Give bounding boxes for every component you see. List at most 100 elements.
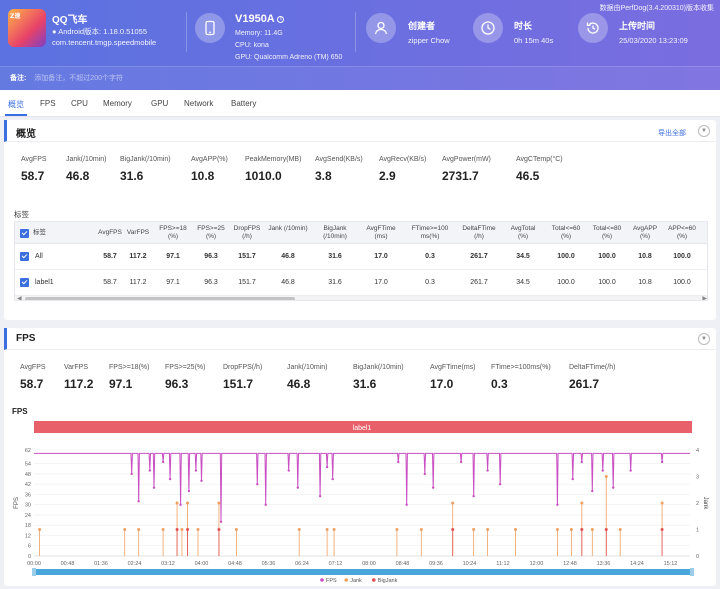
fps-point [148,469,152,472]
jank-point [618,528,622,531]
tab-memory[interactable]: Memory [103,99,132,108]
y2-tick-label: 2 [696,501,699,507]
stat-label: Jank(/10min) [287,364,328,371]
fps-stat: FTime>=100ms(%) 0.3 [491,364,551,391]
stat-value: 46.8 [287,377,311,391]
table-cell: 100.0 [598,279,616,286]
jank-point [217,501,221,505]
table-row[interactable]: label1 58.7 117.2 97.1 96.3 151.7 46.8 3… [15,270,707,296]
legend-label: Jank [350,578,362,584]
collapse-chevron-icon[interactable]: ▼ [698,125,710,137]
table-header-cell: Jank (/10min) [268,225,308,232]
stat-value: 58.7 [21,169,45,183]
stat-value: 117.2 [64,377,94,391]
table-cell: 58.7 [103,279,117,286]
tab-fps[interactable]: FPS [40,99,56,108]
tab-network[interactable]: Network [184,99,214,108]
x-tick-label: 00:00 [27,561,41,567]
table-cell: 10.8 [638,279,652,286]
remark-input[interactable]: 添加备注，不超过200个字符 [34,75,123,82]
stat-value: 46.8 [66,169,90,183]
row-checkbox[interactable] [20,278,29,287]
fps-point [486,469,489,472]
x-tick-label: 06:24 [295,561,309,567]
y-tick-label: 24 [25,513,31,519]
fps-point [423,472,427,476]
x-tick-label: 08:48 [396,561,410,567]
tab-overview[interactable]: 概览 [8,100,24,109]
jank-point [180,528,184,531]
stat-label: AvgSend(KB/s) [315,156,363,163]
scrollbar-thumb[interactable] [25,297,295,300]
x-tick-label: 13:36 [597,561,611,567]
header-info-bar: Z速 QQ飞车 ● Android版本: 1.18.0.51055 com.te… [0,0,720,66]
table-cell: 100.0 [673,253,691,260]
x-tick-label: 10:24 [463,561,477,567]
table-cell: 100.0 [673,279,691,286]
x-tick-label: 11:12 [496,561,509,567]
report-header: Z速 QQ飞车 ● Android版本: 1.18.0.51055 com.te… [0,0,720,90]
table-cell: 58.7 [103,253,117,260]
y2-axis-label: Jank [702,497,708,511]
table-header-cell: DropFPS (/h) [233,225,261,240]
label-bar-text: label1 [353,425,372,432]
tab-battery[interactable]: Battery [231,99,257,108]
table-cell: 17.0 [374,253,388,260]
fps-stat: AvgFTime(ms) 17.0 [430,364,476,391]
x-tick-label: 01:36 [94,561,108,567]
stat-value: 58.7 [20,377,44,391]
jank-point [419,528,423,531]
fps-point [591,489,594,493]
fps-point [325,465,329,469]
fps-stat: FPS>=25(%) 96.3 [165,364,205,391]
table-header-cell: Total<=80 (%) [592,225,622,240]
stat-value: 151.7 [223,377,254,391]
jank-point [472,528,476,531]
tab-cpu[interactable]: CPU [71,99,88,108]
row-checkbox[interactable] [20,252,29,261]
scroll-left-icon[interactable]: ◀ [17,296,22,301]
x-tick-label: 09:36 [429,561,443,567]
y2-tick-label: 3 [696,475,699,481]
y-tick-label: 0 [28,554,31,560]
fps-point [179,503,182,506]
chart-title: FPS [12,407,28,416]
table-cell: 96.3 [204,279,218,286]
bigjank-point [660,528,664,531]
table-row[interactable]: All 58.7 117.2 97.1 96.3 151.7 46.8 31.6… [15,244,707,270]
stat-label: AvgAPP(%) [191,156,228,163]
y-tick-label: 48 [25,472,31,478]
fps-panel: FPS ▼ AvgFPS 58.7 VarFPS 117.2 FPS>=18(%) 9… [4,328,716,586]
stat-value: 3.8 [315,169,332,183]
jank-point [580,501,584,505]
collapse-chevron-icon[interactable]: ▼ [698,333,710,345]
fps-point [601,469,604,472]
stat-avgrecv: AvgRecv(KB/s) 2.9 [379,156,426,183]
stat-bigjank: BigJank(/10min) 31.6 [120,156,171,183]
tab-gpu[interactable]: GPU [151,99,169,108]
row-label: All [35,253,43,260]
jank-point [451,501,455,505]
scroll-right-icon[interactable]: ▶ [702,296,707,301]
fps-point [318,494,322,498]
fps-point [571,477,574,481]
table-cell: 151.7 [238,279,256,286]
export-all-link[interactable]: 导出全部 [658,130,686,137]
x-tick-label: 08:00 [362,561,376,567]
legend-marker [320,578,324,582]
collector-note: 数据由PerfDog(3.4.200310)版本收集 [599,5,714,12]
table-cell: 31.6 [328,279,342,286]
info-icon[interactable]: i [277,15,285,23]
remark-bar[interactable]: 备注: 添加备注，不超过200个字符 [0,66,720,90]
table-scrollbar[interactable]: ◀ ▶ [15,296,707,301]
table-cell: 100.0 [557,253,575,260]
jank-point [38,528,42,531]
fps-point [264,503,267,506]
tab-bar: 概览 FPS CPU Memory GPU Network Battery [0,90,720,117]
row-label: label1 [35,279,54,286]
duration-value: 0h 15m 40s [514,36,554,45]
select-all-checkbox[interactable] [20,229,29,238]
creator-value: zipper Chow [408,36,450,45]
table-header-cell: FPS>=25 (%) [197,225,225,240]
